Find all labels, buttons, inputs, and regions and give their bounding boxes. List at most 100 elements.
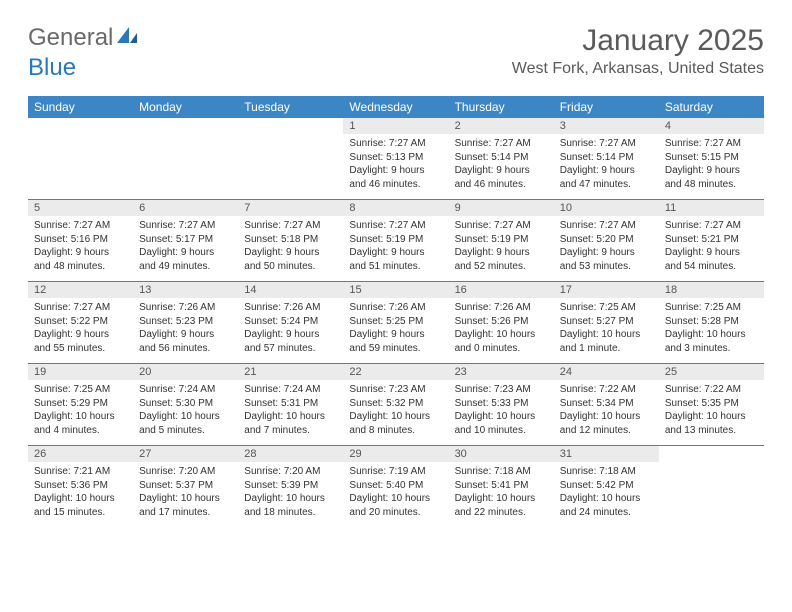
- day-details: Sunrise: 7:24 AM Sunset: 5:30 PM Dayligh…: [133, 380, 238, 445]
- day-details: Sunrise: 7:24 AM Sunset: 5:31 PM Dayligh…: [238, 380, 343, 445]
- calendar-cell: 13Sunrise: 7:26 AM Sunset: 5:23 PM Dayli…: [133, 282, 238, 364]
- day-number: 8: [343, 200, 448, 216]
- day-details: Sunrise: 7:27 AM Sunset: 5:19 PM Dayligh…: [449, 216, 554, 281]
- location-text: West Fork, Arkansas, United States: [512, 60, 764, 78]
- day-number: 23: [449, 364, 554, 380]
- day-details: [659, 462, 764, 512]
- day-details: Sunrise: 7:27 AM Sunset: 5:14 PM Dayligh…: [554, 134, 659, 199]
- day-details: Sunrise: 7:27 AM Sunset: 5:13 PM Dayligh…: [343, 134, 448, 199]
- day-number: 29: [343, 446, 448, 462]
- calendar-cell: 6Sunrise: 7:27 AM Sunset: 5:17 PM Daylig…: [133, 200, 238, 282]
- day-details: [238, 134, 343, 184]
- day-number: 11: [659, 200, 764, 216]
- calendar-cell: [659, 446, 764, 528]
- dayheader-wed: Wednesday: [343, 96, 448, 118]
- day-details: Sunrise: 7:23 AM Sunset: 5:33 PM Dayligh…: [449, 380, 554, 445]
- day-details: Sunrise: 7:27 AM Sunset: 5:19 PM Dayligh…: [343, 216, 448, 281]
- day-details: Sunrise: 7:20 AM Sunset: 5:39 PM Dayligh…: [238, 462, 343, 527]
- day-details: Sunrise: 7:27 AM Sunset: 5:15 PM Dayligh…: [659, 134, 764, 199]
- calendar-cell: 9Sunrise: 7:27 AM Sunset: 5:19 PM Daylig…: [449, 200, 554, 282]
- calendar-page: General January 2025 West Fork, Arkansas…: [0, 0, 792, 551]
- calendar-cell: 28Sunrise: 7:20 AM Sunset: 5:39 PM Dayli…: [238, 446, 343, 528]
- page-title: January 2025: [512, 24, 764, 58]
- day-details: Sunrise: 7:23 AM Sunset: 5:32 PM Dayligh…: [343, 380, 448, 445]
- day-details: Sunrise: 7:27 AM Sunset: 5:20 PM Dayligh…: [554, 216, 659, 281]
- dayheader-sun: Sunday: [28, 96, 133, 118]
- calendar-cell: [238, 118, 343, 200]
- day-number: 14: [238, 282, 343, 298]
- day-details: Sunrise: 7:25 AM Sunset: 5:28 PM Dayligh…: [659, 298, 764, 363]
- calendar-cell: 29Sunrise: 7:19 AM Sunset: 5:40 PM Dayli…: [343, 446, 448, 528]
- calendar-cell: 27Sunrise: 7:20 AM Sunset: 5:37 PM Dayli…: [133, 446, 238, 528]
- day-details: Sunrise: 7:27 AM Sunset: 5:14 PM Dayligh…: [449, 134, 554, 199]
- day-number: 12: [28, 282, 133, 298]
- day-details: Sunrise: 7:18 AM Sunset: 5:41 PM Dayligh…: [449, 462, 554, 527]
- calendar-row: 1Sunrise: 7:27 AM Sunset: 5:13 PM Daylig…: [28, 118, 764, 200]
- calendar-cell: 26Sunrise: 7:21 AM Sunset: 5:36 PM Dayli…: [28, 446, 133, 528]
- day-details: Sunrise: 7:27 AM Sunset: 5:16 PM Dayligh…: [28, 216, 133, 281]
- dayheader-tue: Tuesday: [238, 96, 343, 118]
- calendar-row: 5Sunrise: 7:27 AM Sunset: 5:16 PM Daylig…: [28, 200, 764, 282]
- calendar-cell: [133, 118, 238, 200]
- dayheader-sat: Saturday: [659, 96, 764, 118]
- day-number: 2: [449, 118, 554, 134]
- day-number: 10: [554, 200, 659, 216]
- calendar-cell: 22Sunrise: 7:23 AM Sunset: 5:32 PM Dayli…: [343, 364, 448, 446]
- calendar-cell: 7Sunrise: 7:27 AM Sunset: 5:18 PM Daylig…: [238, 200, 343, 282]
- calendar-cell: 3Sunrise: 7:27 AM Sunset: 5:14 PM Daylig…: [554, 118, 659, 200]
- calendar-cell: 17Sunrise: 7:25 AM Sunset: 5:27 PM Dayli…: [554, 282, 659, 364]
- day-number: 25: [659, 364, 764, 380]
- day-number: 31: [554, 446, 659, 462]
- day-details: [28, 134, 133, 184]
- day-details: Sunrise: 7:26 AM Sunset: 5:23 PM Dayligh…: [133, 298, 238, 363]
- calendar-head: Sunday Monday Tuesday Wednesday Thursday…: [28, 96, 764, 118]
- dayheader-thu: Thursday: [449, 96, 554, 118]
- calendar-cell: 20Sunrise: 7:24 AM Sunset: 5:30 PM Dayli…: [133, 364, 238, 446]
- day-number: [133, 118, 238, 134]
- calendar-cell: 10Sunrise: 7:27 AM Sunset: 5:20 PM Dayli…: [554, 200, 659, 282]
- calendar-cell: 11Sunrise: 7:27 AM Sunset: 5:21 PM Dayli…: [659, 200, 764, 282]
- day-details: Sunrise: 7:26 AM Sunset: 5:25 PM Dayligh…: [343, 298, 448, 363]
- day-number: [659, 446, 764, 462]
- calendar-cell: 16Sunrise: 7:26 AM Sunset: 5:26 PM Dayli…: [449, 282, 554, 364]
- calendar-cell: 31Sunrise: 7:18 AM Sunset: 5:42 PM Dayli…: [554, 446, 659, 528]
- day-number: 20: [133, 364, 238, 380]
- day-details: Sunrise: 7:27 AM Sunset: 5:17 PM Dayligh…: [133, 216, 238, 281]
- day-details: Sunrise: 7:26 AM Sunset: 5:26 PM Dayligh…: [449, 298, 554, 363]
- day-details: Sunrise: 7:19 AM Sunset: 5:40 PM Dayligh…: [343, 462, 448, 527]
- calendar-cell: 15Sunrise: 7:26 AM Sunset: 5:25 PM Dayli…: [343, 282, 448, 364]
- logo: General: [28, 24, 141, 52]
- sail-icon: [117, 24, 139, 52]
- calendar-cell: 23Sunrise: 7:23 AM Sunset: 5:33 PM Dayli…: [449, 364, 554, 446]
- calendar-cell: [28, 118, 133, 200]
- day-details: Sunrise: 7:25 AM Sunset: 5:27 PM Dayligh…: [554, 298, 659, 363]
- calendar-body: 1Sunrise: 7:27 AM Sunset: 5:13 PM Daylig…: [28, 118, 764, 527]
- calendar-table: Sunday Monday Tuesday Wednesday Thursday…: [28, 96, 764, 527]
- day-details: Sunrise: 7:27 AM Sunset: 5:21 PM Dayligh…: [659, 216, 764, 281]
- day-number: 27: [133, 446, 238, 462]
- day-number: 6: [133, 200, 238, 216]
- calendar-cell: 8Sunrise: 7:27 AM Sunset: 5:19 PM Daylig…: [343, 200, 448, 282]
- dayheader-mon: Monday: [133, 96, 238, 118]
- calendar-cell: 18Sunrise: 7:25 AM Sunset: 5:28 PM Dayli…: [659, 282, 764, 364]
- day-number: 13: [133, 282, 238, 298]
- day-number: 26: [28, 446, 133, 462]
- day-number: [238, 118, 343, 134]
- day-number: 30: [449, 446, 554, 462]
- day-details: Sunrise: 7:20 AM Sunset: 5:37 PM Dayligh…: [133, 462, 238, 527]
- day-number: 15: [343, 282, 448, 298]
- day-number: 16: [449, 282, 554, 298]
- calendar-cell: 1Sunrise: 7:27 AM Sunset: 5:13 PM Daylig…: [343, 118, 448, 200]
- calendar-row: 26Sunrise: 7:21 AM Sunset: 5:36 PM Dayli…: [28, 446, 764, 528]
- calendar-cell: 21Sunrise: 7:24 AM Sunset: 5:31 PM Dayli…: [238, 364, 343, 446]
- logo-word-general: General: [28, 24, 113, 52]
- day-details: Sunrise: 7:18 AM Sunset: 5:42 PM Dayligh…: [554, 462, 659, 527]
- calendar-cell: 30Sunrise: 7:18 AM Sunset: 5:41 PM Dayli…: [449, 446, 554, 528]
- day-details: Sunrise: 7:26 AM Sunset: 5:24 PM Dayligh…: [238, 298, 343, 363]
- day-details: Sunrise: 7:22 AM Sunset: 5:34 PM Dayligh…: [554, 380, 659, 445]
- day-number: 1: [343, 118, 448, 134]
- day-number: 17: [554, 282, 659, 298]
- logo-word-blue: Blue: [28, 54, 76, 82]
- day-number: 24: [554, 364, 659, 380]
- calendar-cell: 4Sunrise: 7:27 AM Sunset: 5:15 PM Daylig…: [659, 118, 764, 200]
